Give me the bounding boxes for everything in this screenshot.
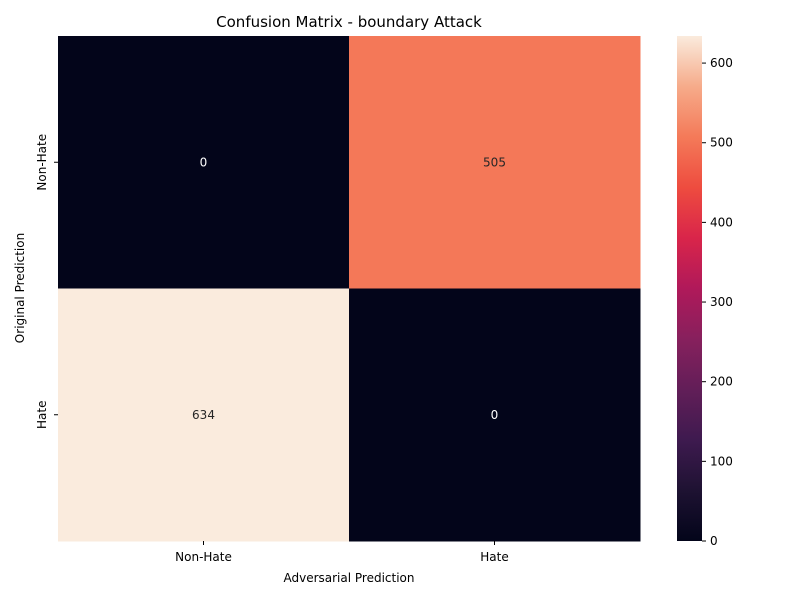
- cell-annotation: 505: [483, 155, 506, 169]
- y-axis-ticks: Non-Hate Hate: [35, 134, 58, 429]
- heatmap-cell: [58, 288, 350, 542]
- x-tick-label: Hate: [480, 550, 508, 564]
- colorbar-tick-label: 500: [710, 136, 733, 150]
- x-axis-label: Adversarial Prediction: [283, 571, 414, 585]
- heatmap-cells: [58, 36, 641, 542]
- y-tick-label: Non-Hate: [35, 134, 49, 191]
- colorbar-tick-label: 200: [710, 375, 733, 389]
- colorbar-tick-label: 400: [710, 215, 733, 229]
- y-axis-label: Original Prediction: [13, 233, 27, 343]
- colorbar-tick-label: 0: [710, 534, 718, 548]
- colorbar-tick-label: 100: [710, 454, 733, 468]
- heatmap-annotations: 0 505 634 0: [192, 155, 506, 422]
- colorbar: [677, 36, 702, 541]
- cell-annotation: 0: [200, 155, 208, 169]
- cell-annotation: 634: [192, 408, 215, 422]
- chart-title: Confusion Matrix - boundary Attack: [216, 13, 482, 31]
- colorbar-tick-label: 300: [710, 295, 733, 309]
- x-axis-ticks: Non-Hate Hate: [175, 541, 509, 564]
- heatmap-cell: [349, 288, 641, 542]
- cell-annotation: 0: [491, 408, 499, 422]
- heatmap-cell: [58, 36, 350, 289]
- colorbar-ticks: 0 100 200 300 400 500 600: [702, 56, 733, 548]
- heatmap-cell: [349, 36, 641, 289]
- colorbar-tick-label: 600: [710, 56, 733, 70]
- y-tick-label: Hate: [35, 401, 49, 429]
- x-tick-label: Non-Hate: [175, 550, 232, 564]
